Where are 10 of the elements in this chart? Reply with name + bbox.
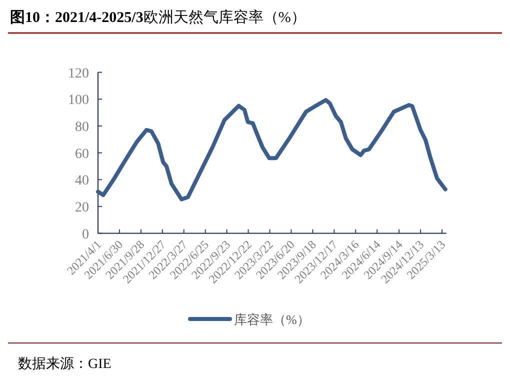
y-tick-label: 40 <box>75 174 89 189</box>
chart-title: 图10：2021/4-2025/3欧洲天然气库容率（%） <box>10 9 306 26</box>
y-tick-label: 100 <box>68 93 89 108</box>
source-note: 数据来源：GIE <box>18 356 112 372</box>
y-tick-label: 0 <box>82 227 89 242</box>
y-tick-label: 60 <box>75 146 89 162</box>
y-tick-label: 80 <box>75 120 89 135</box>
y-tick-label: 20 <box>75 200 89 216</box>
legend-label: 库容率（%） <box>234 312 310 327</box>
y-tick-label: 120 <box>68 66 89 82</box>
